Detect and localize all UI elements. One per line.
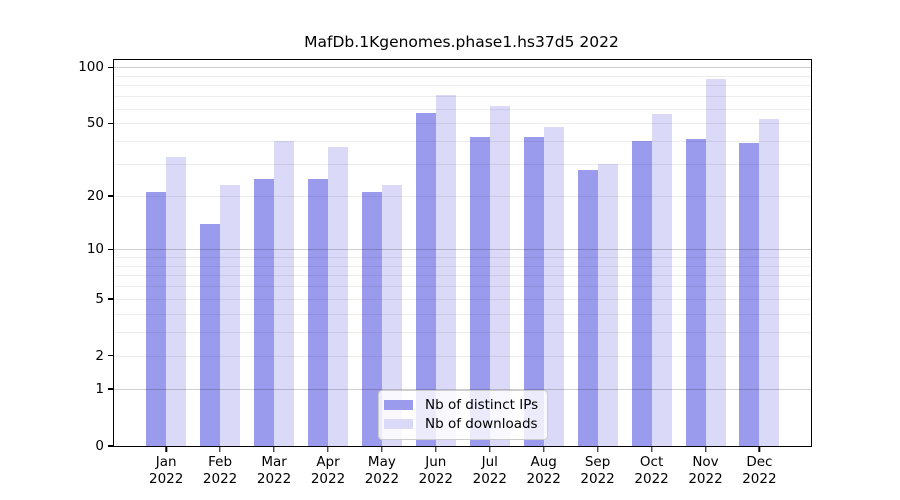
gridline-major-10 bbox=[114, 249, 811, 251]
plot-area: 0 1 2 5 10 20 50 100 Jan 2022 Feb 2022 Mar 2022 Apr 20… bbox=[78, 59, 812, 487]
bar-nb-of-distinct-ips-jan bbox=[146, 192, 167, 446]
gridline-minor-90 bbox=[114, 75, 811, 77]
gridline-minor-20 bbox=[114, 196, 811, 198]
x-tick-feb bbox=[219, 447, 221, 453]
bar-nb-of-distinct-ips-oct bbox=[631, 141, 652, 446]
grid-layer bbox=[114, 60, 811, 446]
bar-nb-of-downloads-aug bbox=[543, 126, 564, 446]
bar-nb-of-distinct-ips-nov bbox=[685, 139, 706, 446]
bar-nb-of-downloads-apr bbox=[327, 147, 348, 446]
x-tick-label-jul: Jul 2022 bbox=[472, 454, 507, 487]
bar-nb-of-distinct-ips-jun bbox=[415, 112, 436, 446]
x-tick-label-jan: Jan 2022 bbox=[149, 454, 184, 487]
gridline-minor-9 bbox=[114, 257, 811, 258]
legend: Nb of distinct IPs Nb of downloads bbox=[378, 390, 549, 440]
bars-layer bbox=[114, 60, 811, 446]
legend-label-distinct-ips: Nb of distinct IPs bbox=[425, 397, 539, 413]
bar-nb-of-distinct-ips-aug bbox=[523, 137, 544, 446]
y-tick-0 bbox=[107, 445, 113, 447]
x-tick-nov bbox=[704, 447, 707, 453]
y-tick-label-50: 50 bbox=[86, 115, 104, 132]
y-tick-2 bbox=[107, 355, 113, 357]
y-tick-label-0: 0 bbox=[95, 438, 104, 454]
x-tick-oct bbox=[650, 447, 653, 453]
x-tick-label-sep: Sep 2022 bbox=[580, 454, 615, 487]
x-tick-dec bbox=[758, 447, 761, 453]
x-tick-apr bbox=[327, 447, 329, 453]
gridline-minor-80 bbox=[114, 85, 811, 87]
y-tick-label-1: 1 bbox=[95, 381, 104, 398]
bar-nb-of-downloads-oct bbox=[651, 114, 672, 446]
gridline-minor-3 bbox=[114, 332, 811, 334]
gridline-minor-60 bbox=[114, 108, 811, 110]
x-tick-label-oct: Oct 2022 bbox=[634, 454, 669, 487]
gridline-minor-50 bbox=[114, 123, 811, 125]
x-tick-label-nov: Nov 2022 bbox=[688, 454, 723, 487]
y-tick-10 bbox=[107, 248, 113, 250]
gridline-minor-8 bbox=[114, 265, 811, 267]
bar-nb-of-distinct-ips-may bbox=[361, 192, 382, 446]
y-tick-label-100: 100 bbox=[78, 59, 104, 76]
y-tick-label-10: 10 bbox=[86, 241, 104, 258]
bar-nb-of-downloads-mar bbox=[274, 141, 295, 446]
x-tick-label-mar: Mar 2022 bbox=[256, 454, 292, 487]
y-axis: 0 1 2 5 10 20 50 100 bbox=[78, 59, 811, 454]
gridline-minor-30 bbox=[114, 164, 811, 166]
y-tick-20 bbox=[107, 195, 113, 197]
legend-item-distinct-ips: Nb of distinct IPs bbox=[384, 397, 538, 413]
x-tick-label-feb: Feb 2022 bbox=[202, 454, 238, 487]
x-axis: Jan 2022 Feb 2022 Mar 2022 Apr 2022 May 2022 Jun 20… bbox=[114, 60, 811, 487]
x-tick-jul bbox=[489, 447, 491, 453]
y-tick-5 bbox=[107, 298, 113, 300]
y-tick-100 bbox=[107, 66, 113, 68]
x-tick-mar bbox=[273, 447, 275, 453]
x-tick-aug bbox=[542, 447, 545, 453]
bar-nb-of-distinct-ips-feb bbox=[200, 223, 221, 446]
y-tick-label-5: 5 bbox=[95, 290, 104, 307]
gridline-minor-4 bbox=[114, 313, 811, 315]
bar-nb-of-downloads-sep bbox=[597, 164, 618, 446]
x-tick-may bbox=[381, 447, 383, 453]
x-tick-sep bbox=[596, 447, 599, 453]
x-tick-label-may: May 2022 bbox=[364, 454, 400, 487]
x-tick-jan bbox=[165, 447, 167, 453]
gridline-minor-7 bbox=[114, 275, 811, 277]
legend-swatch-distinct-ips bbox=[384, 400, 413, 410]
gridline-minor-2 bbox=[114, 355, 811, 357]
bar-nb-of-distinct-ips-apr bbox=[307, 178, 328, 446]
bar-nb-of-distinct-ips-sep bbox=[577, 169, 598, 446]
y-tick-1 bbox=[107, 388, 113, 390]
bar-nb-of-downloads-dec bbox=[759, 118, 780, 446]
y-tick-50 bbox=[107, 122, 113, 124]
gridline-minor-6 bbox=[114, 286, 811, 288]
y-tick-label-2: 2 bbox=[95, 347, 104, 364]
chart-title: MafDb.1Kgenomes.phase1.hs37d5 2022 bbox=[304, 33, 619, 51]
x-tick-label-jun: Jun 2022 bbox=[418, 454, 453, 487]
bar-nb-of-downloads-jun bbox=[435, 95, 456, 446]
bar-nb-of-distinct-ips-dec bbox=[739, 143, 760, 446]
gridline-minor-70 bbox=[114, 96, 811, 98]
gridline-major-100 bbox=[114, 67, 811, 69]
legend-label-downloads: Nb of downloads bbox=[425, 416, 538, 432]
bar-nb-of-downloads-may bbox=[381, 185, 402, 446]
bar-nb-of-downloads-nov bbox=[705, 78, 726, 446]
legend-swatch-downloads bbox=[384, 419, 413, 429]
x-tick-label-apr: Apr 2022 bbox=[310, 454, 346, 487]
y-tick-label-20: 20 bbox=[86, 188, 104, 205]
bar-nb-of-downloads-feb bbox=[220, 185, 241, 446]
bar-nb-of-distinct-ips-mar bbox=[254, 178, 275, 446]
bar-nb-of-downloads-jan bbox=[166, 156, 187, 446]
bar-nb-of-downloads-jul bbox=[489, 105, 510, 446]
x-tick-jun bbox=[435, 447, 437, 453]
gridline-minor-5 bbox=[114, 298, 811, 300]
x-tick-label-aug: Aug 2022 bbox=[526, 454, 561, 487]
legend-item-downloads: Nb of downloads bbox=[384, 416, 538, 432]
gridline-minor-40 bbox=[114, 141, 811, 143]
x-tick-label-dec: Dec 2022 bbox=[742, 454, 777, 487]
gridline-major-1 bbox=[114, 389, 811, 391]
bar-nb-of-distinct-ips-jul bbox=[469, 137, 490, 446]
